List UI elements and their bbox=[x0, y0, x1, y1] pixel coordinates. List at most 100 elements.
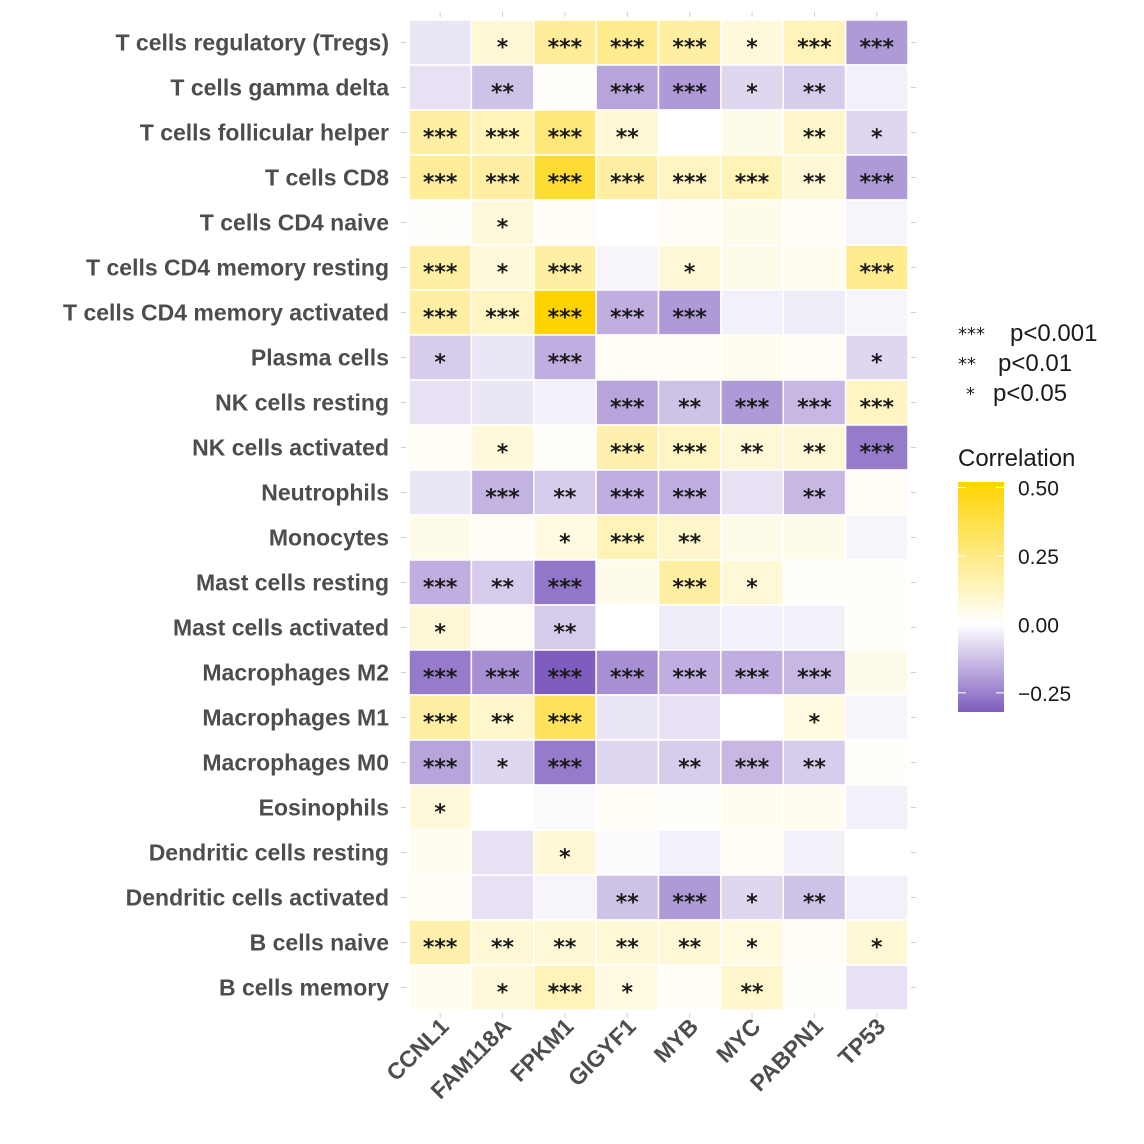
significance-mark: * bbox=[746, 36, 758, 61]
significance-mark: *** bbox=[423, 756, 458, 781]
x-tick-label: MYC bbox=[711, 1013, 766, 1068]
significance-mark: * bbox=[871, 126, 883, 151]
heatmap-cell bbox=[720, 514, 784, 561]
significance-mark: *** bbox=[485, 306, 520, 331]
significance-mark: ** bbox=[678, 531, 702, 556]
legend-stars-2: ** bbox=[958, 354, 976, 375]
heatmap-cell bbox=[408, 154, 473, 201]
heatmap-cell bbox=[844, 874, 909, 921]
heatmap-cell bbox=[844, 694, 909, 741]
heatmap-cell bbox=[533, 649, 597, 696]
significance-mark: ** bbox=[741, 981, 765, 1006]
y-tick-label: NK cells resting bbox=[215, 390, 389, 416]
significance-mark: ** bbox=[616, 891, 640, 916]
significance-mark: *** bbox=[672, 441, 707, 466]
significance-mark: ** bbox=[491, 711, 515, 736]
significance-mark: ** bbox=[491, 936, 515, 961]
significance-mark: * bbox=[497, 441, 509, 466]
heatmap-cell bbox=[470, 244, 535, 291]
heatmap-cell bbox=[595, 244, 660, 291]
heatmap-cell bbox=[470, 874, 535, 921]
heatmap-cell bbox=[408, 379, 473, 426]
heatmap-cell bbox=[657, 244, 722, 291]
heatmap-cell bbox=[720, 559, 784, 606]
x-tick-label: MYB bbox=[649, 1013, 704, 1068]
heatmap-cell bbox=[782, 289, 847, 336]
heatmap-cell bbox=[844, 199, 909, 246]
heatmap-cell bbox=[595, 334, 660, 381]
heatmap-cell bbox=[470, 694, 535, 741]
significance-mark: * bbox=[559, 846, 571, 871]
heatmap-cell bbox=[657, 64, 722, 111]
heatmap-cell bbox=[533, 379, 597, 426]
heatmap-cell bbox=[782, 559, 847, 606]
significance-mark: *** bbox=[672, 486, 707, 511]
significance-mark: *** bbox=[485, 486, 520, 511]
heatmap-cell bbox=[782, 64, 847, 111]
heatmap-cell bbox=[844, 424, 909, 471]
heatmap-cell bbox=[720, 739, 784, 786]
significance-mark: *** bbox=[423, 576, 458, 601]
significance-mark: * bbox=[746, 891, 758, 916]
heatmap-cell bbox=[595, 289, 660, 336]
significance-mark: *** bbox=[610, 531, 645, 556]
heatmap-cell bbox=[657, 874, 722, 921]
heatmap-cell bbox=[657, 334, 722, 381]
heatmap-cell bbox=[595, 784, 660, 831]
heatmap-cell bbox=[782, 334, 847, 381]
heatmap-cell bbox=[657, 424, 722, 471]
significance-mark: *** bbox=[423, 261, 458, 286]
heatmap-cell bbox=[470, 604, 535, 651]
legend-stars-1: * bbox=[966, 384, 975, 405]
significance-mark: ** bbox=[491, 81, 515, 106]
significance-mark: *** bbox=[610, 441, 645, 466]
heatmap-cell bbox=[470, 919, 535, 966]
significance-mark: *** bbox=[860, 261, 895, 286]
y-tick-label: T cells CD4 memory activated bbox=[63, 300, 389, 326]
heatmap-cell bbox=[657, 964, 722, 1011]
significance-mark: *** bbox=[610, 306, 645, 331]
significance-mark: * bbox=[497, 216, 509, 241]
heatmap-cell bbox=[657, 604, 722, 651]
significance-mark: *** bbox=[548, 756, 583, 781]
heatmap-cell bbox=[844, 604, 909, 651]
heatmap-cell bbox=[408, 649, 473, 696]
heatmap-cell bbox=[844, 514, 909, 561]
significance-mark: ** bbox=[803, 81, 827, 106]
significance-mark: *** bbox=[548, 711, 583, 736]
heatmap-cell bbox=[657, 109, 722, 156]
significance-mark: *** bbox=[860, 396, 895, 421]
significance-mark: *** bbox=[423, 171, 458, 196]
heatmap-cell bbox=[782, 649, 847, 696]
significance-stars: * *** *** *** * *** ***** *** *** * ***** *** *** ** *… bbox=[423, 36, 895, 1006]
heatmap-cell bbox=[844, 64, 909, 111]
significance-mark: *** bbox=[735, 756, 770, 781]
heatmap-cell bbox=[657, 469, 722, 516]
heatmap-cell bbox=[844, 154, 909, 201]
heatmap-cell bbox=[470, 514, 535, 561]
y-tick-label: Dendritic cells resting bbox=[149, 840, 389, 866]
significance-mark: * bbox=[746, 81, 758, 106]
heatmap-cell bbox=[408, 469, 473, 516]
significance-mark: *** bbox=[860, 171, 895, 196]
y-tick-label: B cells memory bbox=[219, 975, 389, 1001]
y-tick-label: Mast cells activated bbox=[173, 615, 389, 641]
heatmap-cell bbox=[782, 469, 847, 516]
heatmap-cell bbox=[844, 964, 909, 1011]
heatmap-cell bbox=[720, 469, 784, 516]
heatmap-cell bbox=[720, 919, 784, 966]
y-tick-label: Eosinophils bbox=[259, 795, 389, 821]
significance-mark: ** bbox=[803, 441, 827, 466]
heatmap-cell bbox=[844, 289, 909, 336]
heatmap-cell bbox=[470, 154, 535, 201]
significance-mark: *** bbox=[735, 171, 770, 196]
significance-mark: *** bbox=[672, 306, 707, 331]
significance-mark: *** bbox=[423, 666, 458, 691]
significance-mark: *** bbox=[548, 126, 583, 151]
heatmap-cell bbox=[782, 424, 847, 471]
heatmap-cell bbox=[470, 199, 535, 246]
colorbar-legend: Correlation 0.50 0.25 0.00 −0.25 bbox=[958, 445, 1075, 712]
y-tick-label: Dendritic cells activated bbox=[126, 885, 389, 911]
